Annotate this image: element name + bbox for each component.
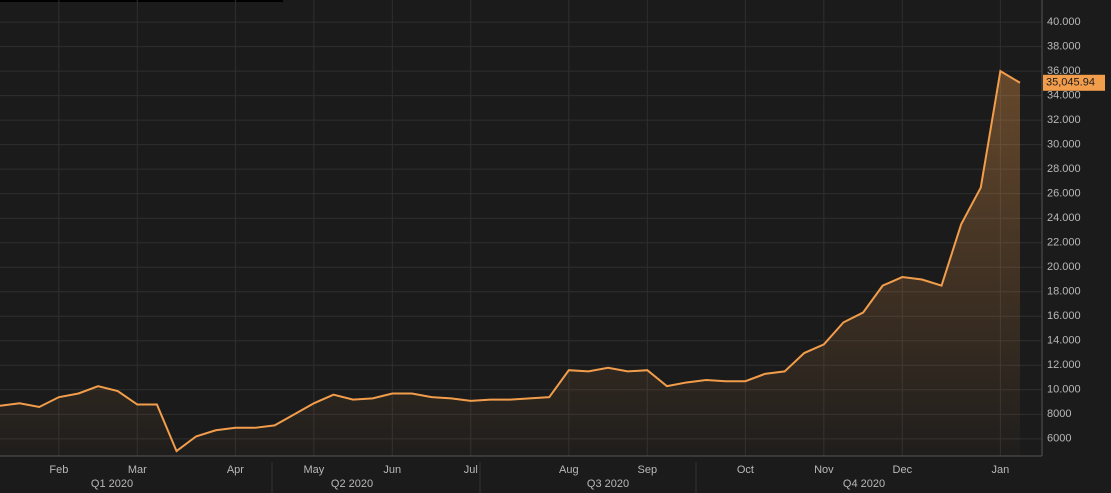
y-tick-label: 16.000 (1047, 310, 1081, 322)
y-tick-label: 36.000 (1047, 65, 1081, 77)
x-tick-label: Apr (227, 464, 244, 476)
y-tick-label: 12.000 (1047, 359, 1081, 371)
quarter-label: Q2 2020 (331, 478, 373, 490)
y-tick-label: 18.000 (1047, 286, 1081, 298)
y-tick-label: 14.000 (1047, 335, 1081, 347)
y-tick-label: 24.000 (1047, 212, 1081, 224)
price-label: 35,045.94 (1046, 77, 1095, 89)
y-tick-label: 26.000 (1047, 188, 1081, 200)
quarter-label: Q4 2020 (843, 478, 885, 490)
y-tick-label: 30.000 (1047, 139, 1081, 151)
y-tick-label: 10.000 (1047, 384, 1081, 396)
x-tick-label: Nov (814, 464, 834, 476)
y-tick-label: 20.000 (1047, 261, 1081, 273)
price-tag (1043, 74, 1105, 91)
x-tick-label: Feb (49, 464, 68, 476)
top-bar (0, 0, 283, 2)
x-tick-label: Mar (128, 464, 147, 476)
x-tick-label: Jun (383, 464, 401, 476)
x-tick-label: Jan (992, 464, 1010, 476)
x-tick-label: Aug (559, 464, 579, 476)
y-tick-label: 28.000 (1047, 163, 1081, 175)
quarter-label: Q1 2020 (91, 478, 133, 490)
y-tick-label: 8000 (1047, 408, 1071, 420)
y-tick-label: 32.000 (1047, 114, 1081, 126)
y-tick-label: 34.000 (1047, 90, 1081, 102)
quarter-label: Q3 2020 (587, 478, 629, 490)
x-tick-label: May (303, 464, 324, 476)
y-tick-label: 22.000 (1047, 237, 1081, 249)
y-tick-label: 38.000 (1047, 40, 1081, 52)
y-tick-label: 6000 (1047, 433, 1071, 445)
y-tick-label: 40.000 (1047, 16, 1081, 28)
x-tick-label: Dec (893, 464, 913, 476)
x-tick-label: Oct (737, 464, 754, 476)
x-tick-label: Jul (464, 464, 478, 476)
price-line (0, 69, 1021, 453)
area (0, 71, 1020, 456)
x-tick-label: Sep (638, 464, 658, 476)
